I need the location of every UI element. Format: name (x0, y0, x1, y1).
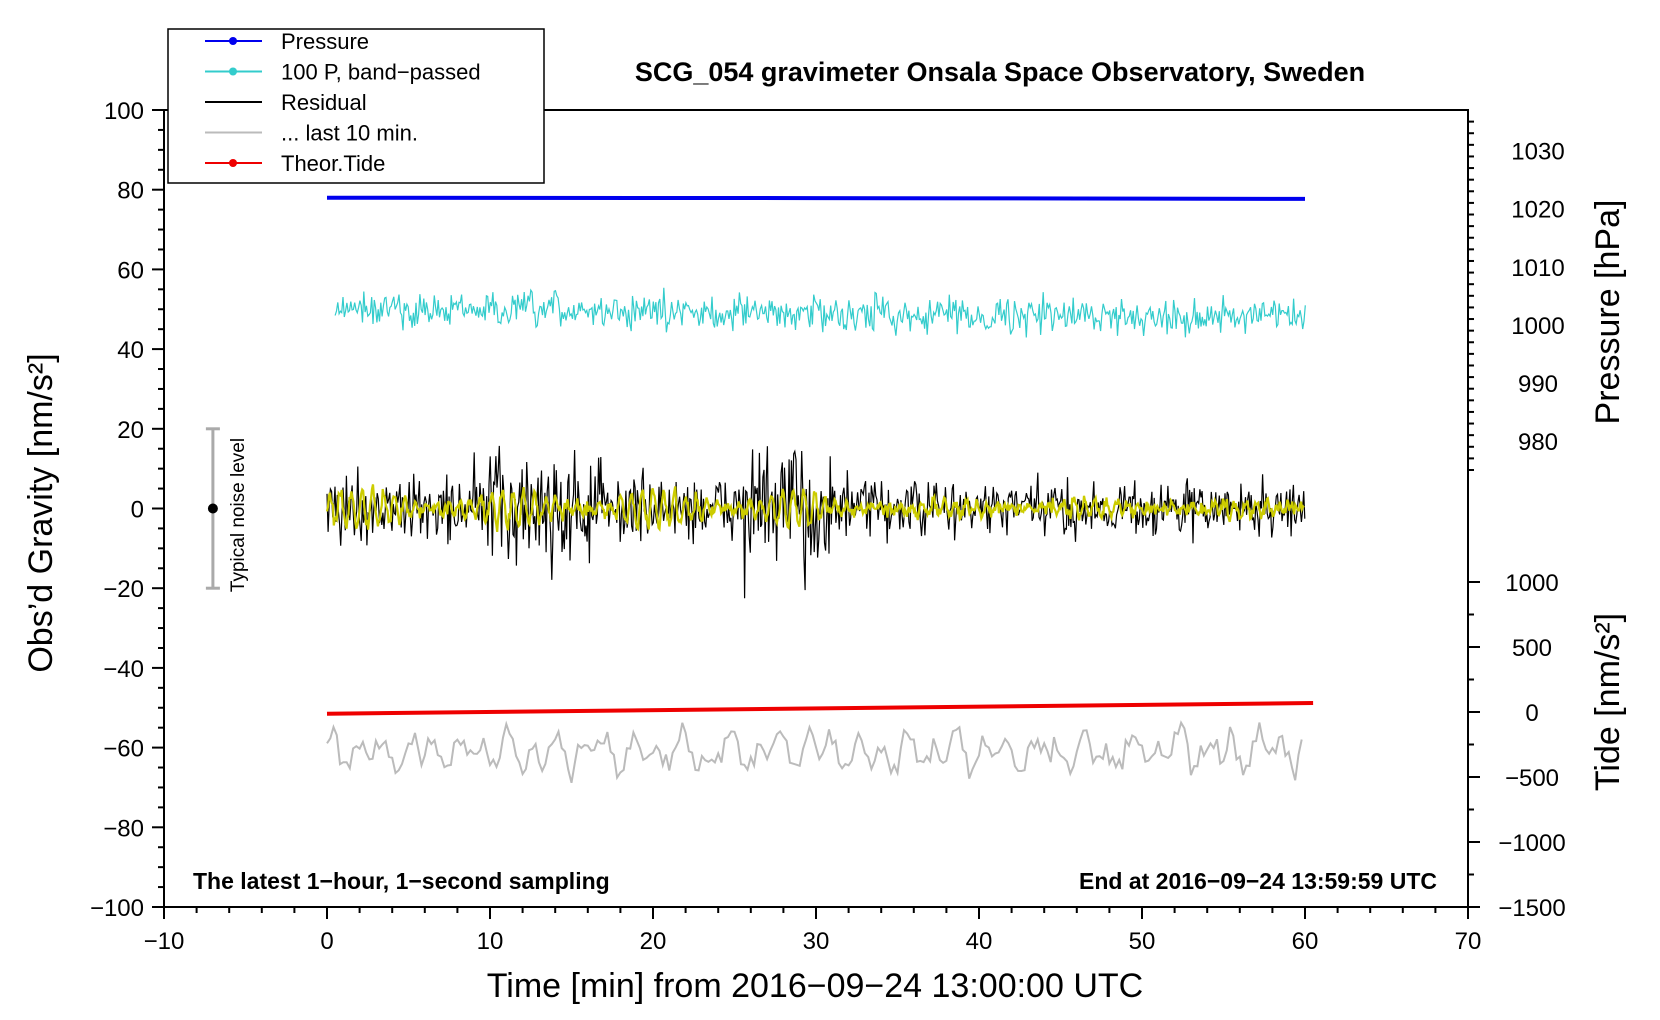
series-residual-overlay (325, 484, 1305, 533)
legend-label: Pressure (281, 29, 369, 54)
legend-marker (229, 67, 237, 76)
tide-tick-label: −1500 (1498, 895, 1565, 922)
series-residual (326, 445, 1306, 599)
x-tick-label: −10 (144, 928, 185, 955)
legend-label: ... last 10 min. (281, 121, 418, 146)
pressure-tick-label: 990 (1518, 371, 1558, 398)
y-tick-label: 100 (104, 98, 144, 125)
series-theoretical-tide (326, 701, 1314, 716)
series-band-passed-pressure (334, 287, 1306, 338)
y-tick-label: 60 (117, 257, 144, 284)
pressure-tick-label: 1030 (1511, 139, 1564, 166)
tide-tick-label: 1000 (1505, 570, 1558, 597)
y-axis-title: Obs’d Gravity [nm/s²] (22, 353, 60, 672)
legend-marker (229, 159, 237, 167)
y-tick-label: −20 (103, 576, 144, 603)
x-tick-label: 30 (803, 928, 830, 955)
pressure-axis-title: Pressure [hPa] (1589, 200, 1627, 425)
legend-marker (229, 37, 237, 45)
x-tick-label: 60 (1292, 928, 1319, 955)
legend: Pressure 100 P, band−passed Residual ... la… (167, 28, 545, 184)
x-tick-label: 40 (966, 928, 993, 955)
chart-title: SCG_054 gravimeter Onsala Space Observat… (635, 57, 1365, 87)
y-tick-label: 20 (117, 417, 144, 444)
y-tick-label: −100 (90, 895, 144, 922)
y-tick-label: −60 (103, 736, 144, 763)
y-tick-label: −40 (103, 656, 144, 683)
pressure-tick-label: 1000 (1511, 313, 1564, 340)
legend-label: Residual (281, 90, 367, 115)
y-tick-label: 40 (117, 337, 144, 364)
pressure-tick-label: 1010 (1511, 255, 1564, 282)
pressure-tick-label: 1020 (1511, 197, 1564, 224)
end-time-note: End at 2016−09−24 13:59:59 UTC (1079, 868, 1437, 894)
tide-tick-label: 0 (1525, 700, 1538, 727)
tide-tick-label: 500 (1512, 635, 1552, 662)
tide-tick-label: −1000 (1498, 830, 1565, 857)
tide-axis-title: Tide [nm/s²] (1589, 613, 1627, 791)
legend-label: Theor.Tide (281, 151, 385, 176)
pressure-tick-label: 980 (1518, 429, 1558, 456)
y-tick-label: 0 (131, 497, 144, 524)
tide-tick-label: −500 (1505, 765, 1559, 792)
x-axis-title: Time [min] from 2016−09−24 13:00:00 UTC (487, 967, 1143, 1005)
x-tick-label: 10 (477, 928, 504, 955)
noise-center-dot (207, 503, 218, 514)
plot-layer: −10 0 10 20 30 40 50 60 70−100−80−60−40−20020406… (90, 98, 1566, 955)
x-tick-label: 20 (640, 928, 667, 955)
series-last-10-min (326, 720, 1303, 784)
x-tick-label: 0 (320, 928, 333, 955)
noise-level-label: Typical noise level (228, 438, 249, 592)
legend-box (167, 28, 545, 184)
x-tick-label: 50 (1129, 928, 1156, 955)
x-tick-label: 70 (1455, 928, 1482, 955)
sampling-note: The latest 1−hour, 1−second sampling (193, 868, 610, 894)
legend-label: 100 P, band−passed (281, 60, 481, 85)
y-tick-label: 80 (117, 178, 144, 205)
series-pressure (326, 195, 1306, 201)
y-tick-label: −80 (103, 815, 144, 842)
